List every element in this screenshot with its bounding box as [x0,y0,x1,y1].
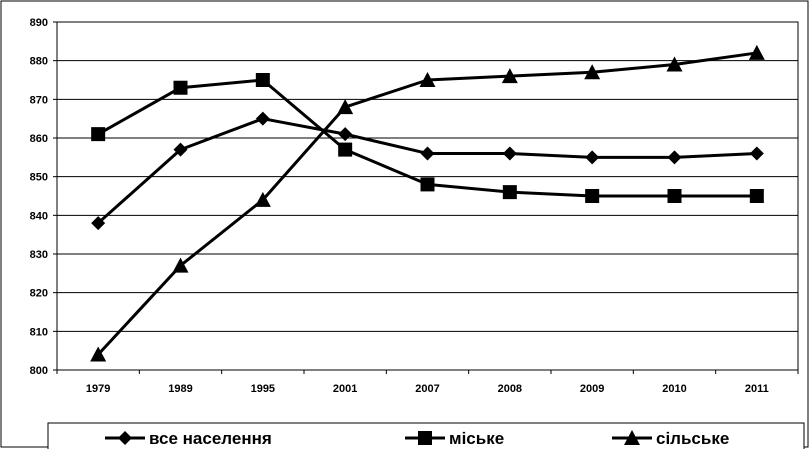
y-tick-label: 800 [30,365,48,377]
data-point-diamond [667,150,682,165]
y-tick-label: 860 [30,133,48,145]
gridlines [57,60,798,332]
x-tick-label: 1989 [168,383,192,395]
data-point-triangle [254,191,271,207]
data-point-diamond [585,150,600,165]
data-point-square [502,185,517,200]
x-axis-ticks: 1979 1989 1995 2001 2007 2008 2009 2010 2011 [56,370,799,395]
x-tick-label: 2011 [745,383,769,395]
data-point-square [338,142,353,157]
y-tick-label: 890 [30,17,48,29]
data-point-diamond [255,111,270,126]
data-point-triangle [748,44,765,60]
legend-label-all-population: все населення [149,429,272,448]
data-point-square [91,127,106,142]
legend-marker-square [418,431,432,445]
data-point-square [667,189,682,203]
data-point-diamond [420,146,435,161]
y-axis-ticks: 800 810 820 830 840 850 860 870 880 890 [30,17,57,377]
plot-area [56,21,799,371]
data-point-square [420,177,435,192]
data-point-square [585,189,600,203]
x-tick-label: 1979 [86,383,110,395]
legend-marker-triangle [624,430,640,445]
series-group [90,44,765,362]
data-point-diamond [91,216,106,231]
series-all-population [91,111,764,231]
x-tick-label: 2007 [415,383,439,395]
series-urban [91,73,764,203]
data-point-triangle [501,68,518,84]
y-tick-label: 810 [30,326,48,338]
legend-label-urban: міське [449,429,504,448]
y-tick-label: 820 [30,288,48,300]
data-point-square [173,80,188,95]
data-point-triangle [666,56,683,72]
x-tick-label: 2009 [580,383,604,395]
data-point-diamond [502,146,517,161]
x-tick-label: 2001 [333,383,357,395]
data-point-diamond [173,142,188,157]
data-point-square [749,189,764,203]
data-point-triangle [90,346,107,362]
y-tick-label: 840 [30,210,48,222]
data-point-triangle [172,257,189,273]
data-point-diamond [749,146,764,161]
y-tick-label: 870 [30,94,48,106]
x-tick-label: 2008 [498,383,522,395]
legend-marker-diamond [118,431,132,445]
y-tick-label: 830 [30,249,48,261]
data-point-triangle [419,72,436,87]
y-tick-label: 850 [30,172,48,184]
data-point-square [255,73,270,87]
legend-label-rural: сільське [656,429,729,448]
x-tick-label: 2010 [662,383,686,395]
y-tick-label: 880 [30,56,48,68]
series-rural [90,44,765,362]
data-point-triangle [584,64,601,80]
x-tick-label: 1995 [251,383,275,395]
legend: все населення міське сільське [47,422,805,449]
data-point-diamond [338,127,353,142]
data-point-triangle [337,99,354,115]
